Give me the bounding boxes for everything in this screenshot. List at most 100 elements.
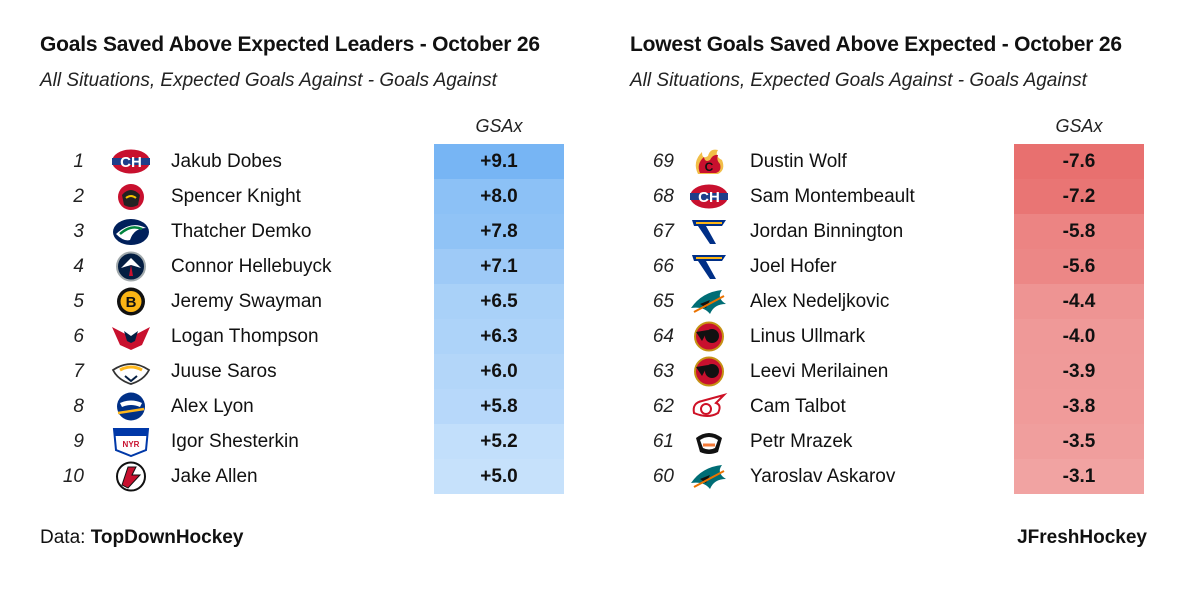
- table-row: 8 Alex Lyon +5.8: [40, 389, 580, 424]
- lowest-panel: Lowest Goals Saved Above Expected - Octo…: [630, 0, 1170, 500]
- gsax-value-cell: -5.8: [1014, 214, 1144, 249]
- gsax-value-cell: +7.1: [434, 249, 564, 284]
- rank-label: 65: [652, 291, 674, 312]
- table-row: 3 Thatcher Demko +7.8: [40, 214, 580, 249]
- leaders-title: Goals Saved Above Expected Leaders - Oct…: [40, 33, 540, 56]
- data-source-name: TopDownHockey: [90, 527, 244, 548]
- jets-logo-icon: [110, 251, 152, 282]
- player-name: Sam Montembeault: [750, 186, 915, 207]
- gsax-value-cell: -7.2: [1014, 179, 1144, 214]
- gsax-value-cell: +5.8: [434, 389, 564, 424]
- gsax-value-cell: +6.0: [434, 354, 564, 389]
- rank-label: 4: [73, 256, 84, 277]
- rank-label: 68: [652, 186, 674, 207]
- lowest-rows: 69 C Dustin Wolf -7.6 68 CH Sam Montembeault -7…: [630, 144, 1170, 494]
- capitals-logo-icon: [110, 321, 152, 352]
- rank-label: 3: [73, 221, 84, 242]
- senators-logo-icon: [688, 321, 730, 352]
- table-row: 66 Joel Hofer -5.6: [630, 249, 1170, 284]
- svg-text:B: B: [126, 294, 137, 311]
- svg-text:C: C: [705, 160, 714, 174]
- rank-label: 62: [652, 396, 674, 417]
- player-name: Spencer Knight: [171, 186, 301, 207]
- gsax-value-cell: -4.4: [1014, 284, 1144, 319]
- svg-text:CH: CH: [120, 154, 142, 171]
- rank-label: 10: [62, 466, 84, 487]
- rank-label: 60: [652, 466, 674, 487]
- player-name: Linus Ullmark: [750, 326, 866, 347]
- gsax-value-cell: +7.8: [434, 214, 564, 249]
- player-name: Jordan Binnington: [750, 221, 904, 242]
- table-row: 63 Leevi Merilainen -3.9: [630, 354, 1170, 389]
- leaders-rows: 1 CH Jakub Dobes +9.1 2 Spencer Knight +8.0 3 Th…: [40, 144, 580, 494]
- data-source-credit: Data: TopDownHockey: [40, 527, 243, 549]
- rank-label: 69: [652, 151, 674, 172]
- player-name: Dustin Wolf: [750, 151, 847, 172]
- gsax-value-cell: -3.1: [1014, 459, 1144, 494]
- leaders-gsax-header: GSAx: [475, 116, 523, 136]
- svg-text:NYR: NYR: [123, 440, 140, 449]
- player-name: Petr Mrazek: [750, 431, 853, 452]
- leaders-panel: Goals Saved Above Expected Leaders - Oct…: [40, 0, 580, 500]
- rank-label: 9: [73, 431, 84, 452]
- lowest-gsax-header: GSAx: [1055, 116, 1103, 136]
- gsax-value-cell: +6.5: [434, 284, 564, 319]
- gsax-value-cell: +5.0: [434, 459, 564, 494]
- canucks-logo-icon: [110, 216, 152, 247]
- gsax-value-cell: +5.2: [434, 424, 564, 459]
- player-name: Jake Allen: [171, 466, 258, 487]
- blues-logo-icon: [688, 251, 730, 282]
- player-name: Jeremy Swayman: [171, 291, 322, 312]
- table-row: 65 Alex Nedeljkovic -4.4: [630, 284, 1170, 319]
- gsax-value-cell: +6.3: [434, 319, 564, 354]
- sharks-logo-icon: [688, 286, 730, 317]
- leaders-subtitle: All Situations, Expected Goals Against -…: [40, 70, 497, 91]
- devils-logo-icon: [110, 461, 152, 492]
- rangers-logo-icon: NYR: [110, 426, 152, 457]
- author-credit: JFreshHockey: [1017, 527, 1147, 548]
- ducks-logo-icon: [688, 426, 730, 457]
- player-name: Joel Hofer: [750, 256, 837, 277]
- rank-label: 1: [73, 151, 84, 172]
- bruins-logo-icon: B: [110, 286, 152, 317]
- table-row: 10 Jake Allen +5.0: [40, 459, 580, 494]
- player-name: Logan Thompson: [171, 326, 319, 347]
- rank-label: 61: [652, 431, 674, 452]
- player-name: Leevi Merilainen: [750, 361, 889, 382]
- table-row: 5 B Jeremy Swayman +6.5: [40, 284, 580, 319]
- gsax-value-cell: +8.0: [434, 179, 564, 214]
- table-row: 69 C Dustin Wolf -7.6: [630, 144, 1170, 179]
- lowest-title: Lowest Goals Saved Above Expected - Octo…: [630, 33, 1122, 56]
- player-name: Juuse Saros: [171, 361, 277, 382]
- data-prefix: Data:: [40, 527, 86, 548]
- canadiens-logo-icon: CH: [688, 181, 730, 212]
- table-row: 62 Cam Talbot -3.8: [630, 389, 1170, 424]
- gsax-value-cell: +9.1: [434, 144, 564, 179]
- player-name: Thatcher Demko: [171, 221, 312, 242]
- table-row: 61 Petr Mrazek -3.5: [630, 424, 1170, 459]
- player-name: Jakub Dobes: [171, 151, 282, 172]
- rank-label: 6: [73, 326, 84, 347]
- rank-label: 5: [73, 291, 84, 312]
- blues-logo-icon: [688, 216, 730, 247]
- player-name: Alex Nedeljkovic: [750, 291, 890, 312]
- predators-logo-icon: [110, 356, 152, 387]
- svg-text:CH: CH: [698, 189, 720, 206]
- table-row: 64 Linus Ullmark -4.0: [630, 319, 1170, 354]
- red-wings-logo-icon: [688, 391, 730, 422]
- rank-label: 63: [652, 361, 674, 382]
- rank-label: 7: [73, 361, 84, 382]
- player-name: Cam Talbot: [750, 396, 846, 417]
- sabres-logo-icon: [110, 391, 152, 422]
- table-row: 7 Juuse Saros +6.0: [40, 354, 580, 389]
- table-row: 4 Connor Hellebuyck +7.1: [40, 249, 580, 284]
- rank-label: 67: [652, 221, 674, 242]
- player-name: Yaroslav Askarov: [750, 466, 896, 487]
- table-row: 9 NYR Igor Shesterkin +5.2: [40, 424, 580, 459]
- table-row: 6 Logan Thompson +6.3: [40, 319, 580, 354]
- table-row: 1 CH Jakub Dobes +9.1: [40, 144, 580, 179]
- table-row: 67 Jordan Binnington -5.8: [630, 214, 1170, 249]
- canadiens-logo-icon: CH: [110, 146, 152, 177]
- gsax-value-cell: -7.6: [1014, 144, 1144, 179]
- gsax-value-cell: -3.9: [1014, 354, 1144, 389]
